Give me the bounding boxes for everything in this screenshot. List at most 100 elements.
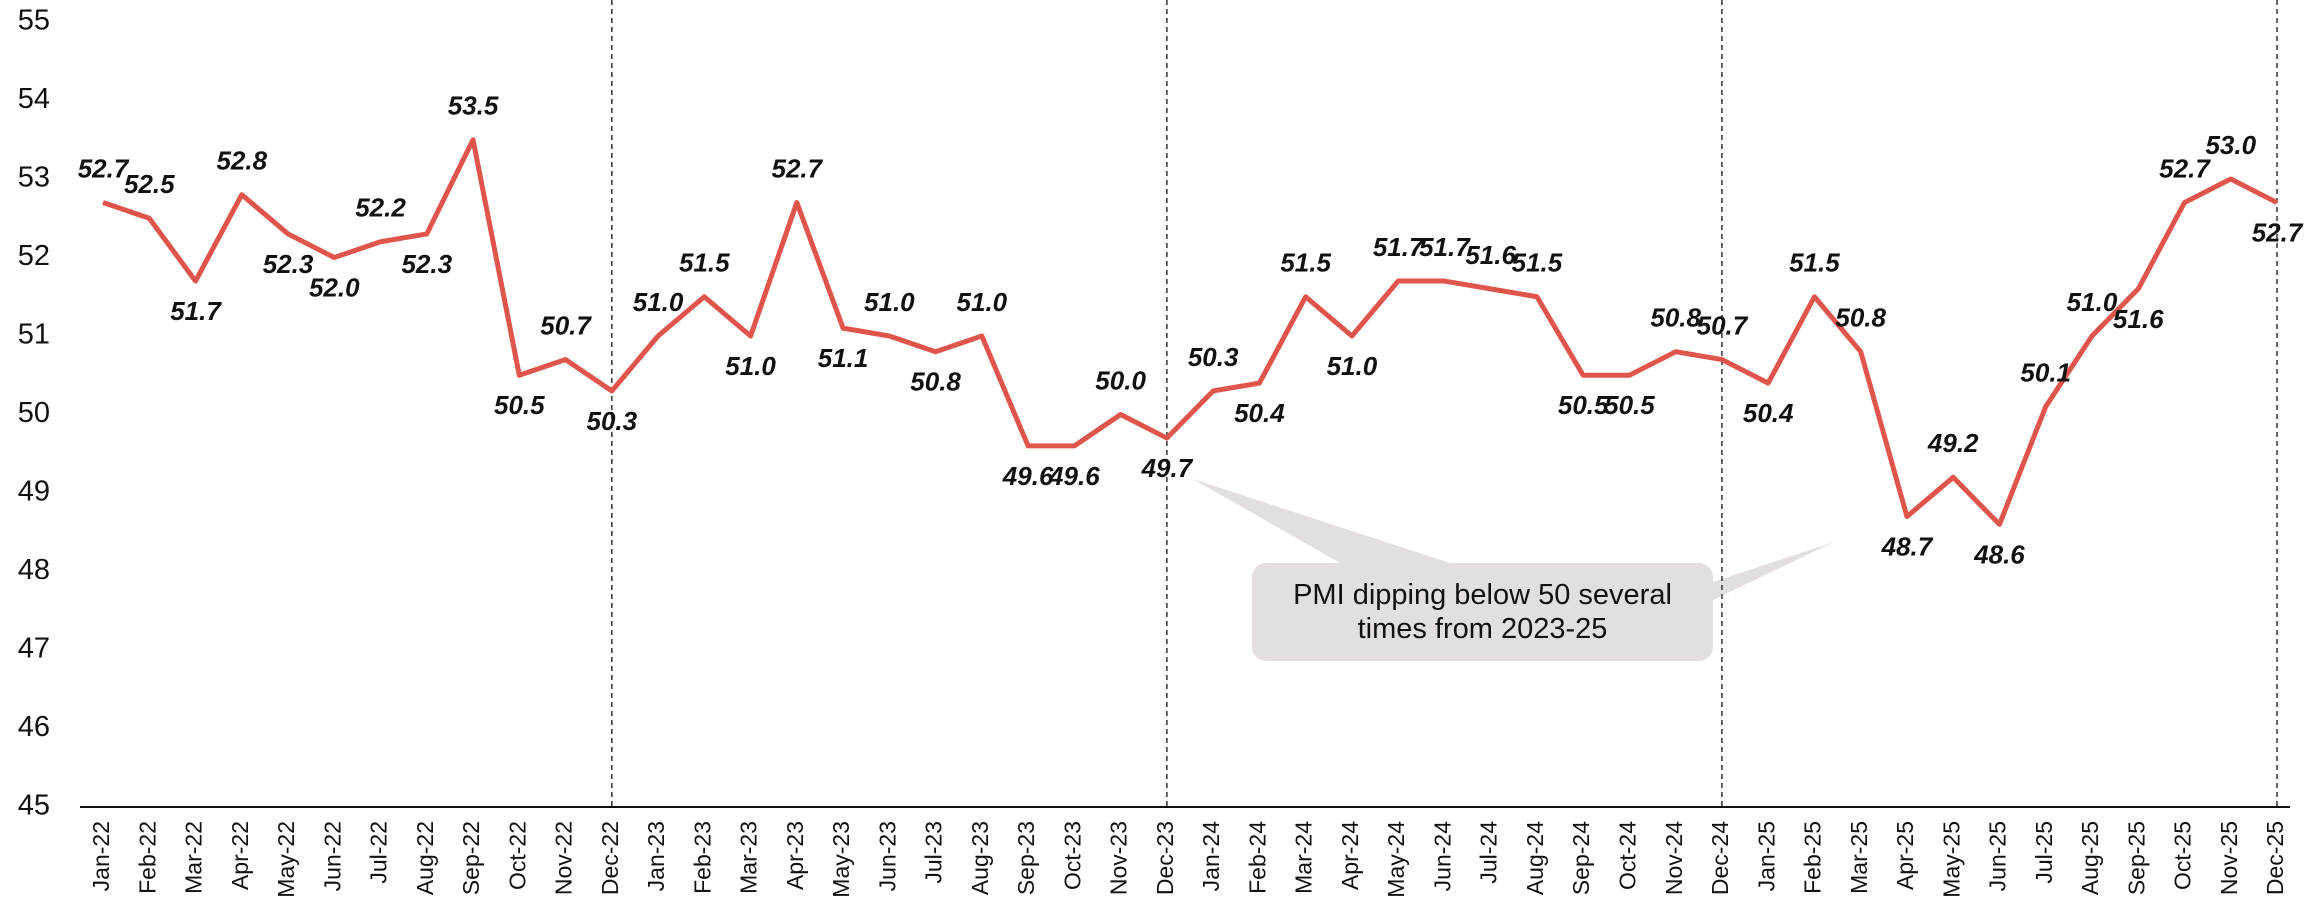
x-tick-label: Jun-23 (874, 821, 900, 891)
x-tick-label: Jan-22 (88, 821, 114, 891)
data-label: 51.6 (2113, 304, 2164, 334)
x-tick-label: Oct-22 (504, 821, 530, 890)
data-label: 51.0 (2067, 287, 2118, 317)
data-label: 51.5 (1512, 248, 1563, 278)
data-label: 50.3 (587, 406, 638, 436)
data-label: 49.2 (1927, 428, 1979, 458)
x-tick-label: Feb-25 (1800, 821, 1826, 894)
data-label: 53.0 (2205, 130, 2256, 160)
x-tick-label: Jul-23 (921, 821, 947, 884)
data-label: 50.3 (1188, 342, 1239, 372)
y-tick-label: 53 (18, 162, 50, 194)
data-label: 51.6 (1465, 240, 1516, 270)
data-label: 51.5 (1789, 248, 1840, 278)
data-label: 50.5 (1604, 390, 1655, 420)
x-tick-label: Mar-24 (1291, 821, 1317, 894)
callout-box (1252, 563, 1713, 661)
x-tick-label: Jun-25 (1985, 821, 2011, 891)
x-tick-label: Dec-25 (2262, 821, 2288, 895)
data-label: 49.6 (1002, 461, 1054, 491)
data-label: 48.6 (1973, 539, 2025, 569)
y-tick-label: 47 (18, 633, 50, 665)
x-tick-label: May-25 (1938, 821, 1964, 898)
data-label: 48.7 (1881, 531, 1934, 561)
data-label: 51.7 (170, 296, 222, 326)
x-tick-label: Dec-23 (1152, 821, 1178, 895)
data-label: 49.6 (1048, 461, 1100, 491)
y-tick-label: 49 (18, 476, 50, 508)
data-label: 52.5 (124, 169, 175, 199)
data-label: 50.7 (540, 310, 592, 340)
x-tick-label: Feb-24 (1244, 821, 1270, 894)
data-label: 51.0 (725, 351, 776, 381)
data-label: 50.8 (1650, 303, 1701, 333)
x-tick-label: Aug-23 (967, 821, 993, 895)
y-tick-label: 52 (18, 240, 50, 272)
data-label: 50.4 (1234, 398, 1285, 428)
x-tick-label: Jul-25 (2031, 821, 2057, 884)
data-label: 52.3 (401, 249, 452, 279)
data-label: 50.5 (494, 390, 545, 420)
x-tick-label: Dec-24 (1707, 821, 1733, 895)
data-label: 51.7 (1373, 232, 1425, 262)
y-tick-label: 54 (18, 83, 50, 115)
y-tick-label: 51 (18, 319, 50, 351)
data-label: 52.8 (216, 146, 267, 176)
x-tick-label: Sep-23 (1013, 821, 1039, 895)
x-tick-label: Nov-25 (2216, 821, 2242, 895)
data-label: 51.0 (633, 287, 684, 317)
x-tick-label: Jul-22 (366, 821, 392, 884)
data-label: 50.8 (910, 367, 961, 397)
data-label: 50.1 (2020, 358, 2071, 388)
x-tick-label: Jan-23 (643, 821, 669, 891)
x-tick-label: Jun-24 (1429, 821, 1455, 892)
x-tick-label: Oct-24 (1615, 821, 1641, 890)
data-label: 51.1 (818, 343, 869, 373)
data-label: 52.7 (2252, 217, 2304, 247)
data-label: 49.7 (1141, 453, 1194, 483)
data-label: 51.7 (1419, 232, 1471, 262)
data-label: 52.7 (78, 153, 130, 183)
x-tick-label: May-23 (828, 821, 854, 898)
x-tick-label: Apr-24 (1337, 821, 1363, 890)
x-tick-label: Feb-23 (689, 821, 715, 894)
data-label: 50.8 (1835, 303, 1886, 333)
x-tick-label: Jul-24 (1476, 821, 1502, 884)
x-tick-label: Mar-23 (736, 821, 762, 894)
series-line (102, 137, 2279, 527)
data-label: 51.0 (957, 287, 1008, 317)
y-tick-label: 50 (18, 397, 50, 429)
callout-pointer (1193, 479, 1450, 563)
x-tick-label: Aug-25 (2077, 821, 2103, 895)
data-label: 51.0 (1327, 351, 1378, 381)
x-tick-label: Sep-22 (458, 821, 484, 895)
data-label: 52.7 (2159, 153, 2211, 183)
x-tick-label: Aug-24 (1522, 821, 1548, 895)
x-tick-label: Oct-23 (1059, 821, 1085, 890)
data-label: 51.5 (679, 248, 730, 278)
y-tick-label: 45 (18, 790, 50, 822)
y-tick-label: 55 (18, 5, 50, 37)
x-tick-label: Sep-25 (2123, 821, 2149, 895)
data-label: 50.4 (1743, 398, 1794, 428)
x-tick-label: Jan-25 (1753, 821, 1779, 891)
data-label: 51.5 (1280, 248, 1331, 278)
x-tick-label: Mar-25 (1846, 821, 1872, 894)
x-tick-label: Jun-22 (319, 821, 345, 891)
data-label: 52.0 (309, 272, 360, 302)
data-label: 53.5 (448, 91, 499, 121)
data-label: 52.2 (355, 193, 406, 223)
x-tick-label: Apr-22 (227, 821, 253, 890)
annotation: PMI dipping below 50 several times from … (1293, 579, 1672, 645)
x-tick-label: Aug-22 (412, 821, 438, 895)
callout-pointer (1713, 542, 1834, 600)
x-tick-label: Feb-22 (134, 821, 160, 894)
data-label: 50.7 (1697, 310, 1749, 340)
data-label: 50.5 (1558, 390, 1609, 420)
x-tick-label: May-22 (273, 821, 299, 898)
x-tick-label: Mar-22 (181, 821, 207, 894)
data-label: 50.0 (1095, 365, 1146, 395)
x-tick-label: May-24 (1383, 821, 1409, 898)
